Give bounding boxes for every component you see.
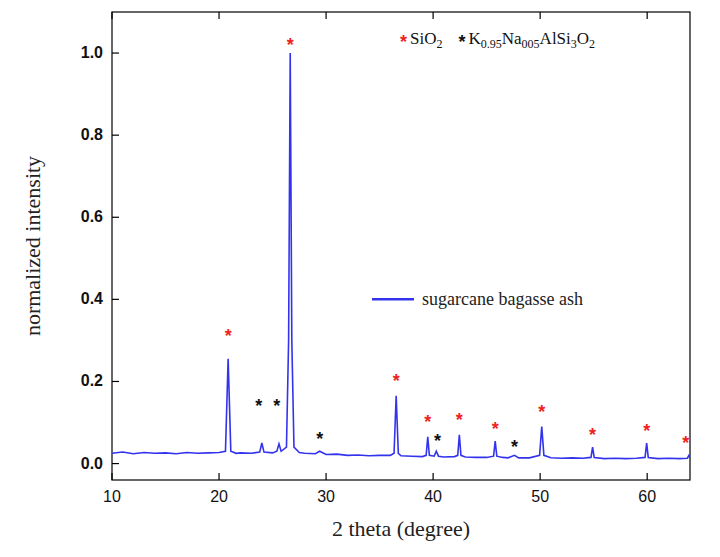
text-part: SiO — [410, 29, 436, 48]
y-tick-label: 0.6 — [81, 208, 103, 225]
phase-marker: * — [424, 412, 431, 432]
x-tick-label: 30 — [317, 488, 335, 505]
x-axis-title: 2 theta (degree) — [332, 516, 470, 541]
y-axis-title: normalized intensity — [20, 156, 45, 336]
x-tick — [540, 473, 541, 480]
x-tick-label: 40 — [424, 488, 442, 505]
x-tick-top — [111, 12, 112, 19]
x-tick — [111, 473, 112, 480]
text-part: O — [577, 29, 589, 48]
x-tick — [218, 473, 219, 480]
phase-marker: * — [225, 326, 232, 346]
text-part: 2 — [589, 37, 595, 51]
text-part: 005 — [522, 37, 540, 51]
phase-marker: * — [492, 419, 499, 439]
phase-key-label: K0.95Na005AlSi3O2 — [469, 29, 596, 51]
x-tick-top — [433, 12, 434, 19]
x-tick-top — [325, 12, 326, 19]
phase-marker: * — [682, 433, 689, 453]
x-tick — [647, 473, 648, 480]
text-part: Na — [502, 29, 522, 48]
phase-marker: * — [434, 431, 441, 451]
phase-marker: * — [643, 421, 650, 441]
phase-marker: * — [538, 402, 545, 422]
phase-key-label: SiO2 — [410, 29, 442, 51]
y-tick-label: 0.4 — [81, 290, 103, 307]
xrd-line — [112, 53, 690, 459]
x-tick-top — [540, 12, 541, 19]
y-tick — [112, 135, 119, 136]
text-part: 0.95 — [481, 37, 502, 51]
y-tick-label: 1.0 — [81, 44, 103, 61]
phase-marker: * — [393, 371, 400, 391]
x-tick-label: 60 — [638, 488, 656, 505]
phase-marker: * — [273, 396, 280, 416]
legend-label: sugarcane bagasse ash — [422, 289, 583, 309]
text-part: 2 — [436, 37, 442, 51]
y-tick — [112, 52, 119, 53]
phase-key-symbol: * — [400, 32, 407, 52]
phase-marker: * — [255, 396, 262, 416]
phase-marker: * — [287, 35, 294, 55]
phase-key-symbol: * — [458, 32, 465, 52]
x-tick-top — [647, 12, 648, 19]
y-tick — [112, 299, 119, 300]
chart: 10 20 30 40 50 60 0.0 0.2 0.4 0.6 0.8 1.0 2 theta (d… — [0, 0, 720, 557]
plot-area — [112, 53, 690, 459]
x-tick-label: 10 — [103, 488, 121, 505]
y-tick-label: 0.8 — [81, 126, 103, 143]
phase-marker: * — [316, 429, 323, 449]
y-tick — [112, 463, 119, 464]
phase-marker: * — [589, 425, 596, 445]
plot-frame — [112, 12, 690, 480]
x-tick — [433, 473, 434, 480]
x-tick — [325, 473, 326, 480]
x-tick-top — [218, 12, 219, 19]
y-tick-label: 0.2 — [81, 372, 103, 389]
phase-marker: * — [511, 437, 518, 457]
x-tick-label: 20 — [210, 488, 228, 505]
legend-swatch — [372, 298, 414, 301]
x-tick-label: 50 — [531, 488, 549, 505]
text-part: AlSi — [540, 29, 571, 48]
y-tick — [112, 217, 119, 218]
y-tick-label: 0.0 — [81, 455, 103, 472]
text-part: K — [469, 29, 482, 48]
y-tick — [112, 381, 119, 382]
phase-marker: * — [456, 410, 463, 430]
